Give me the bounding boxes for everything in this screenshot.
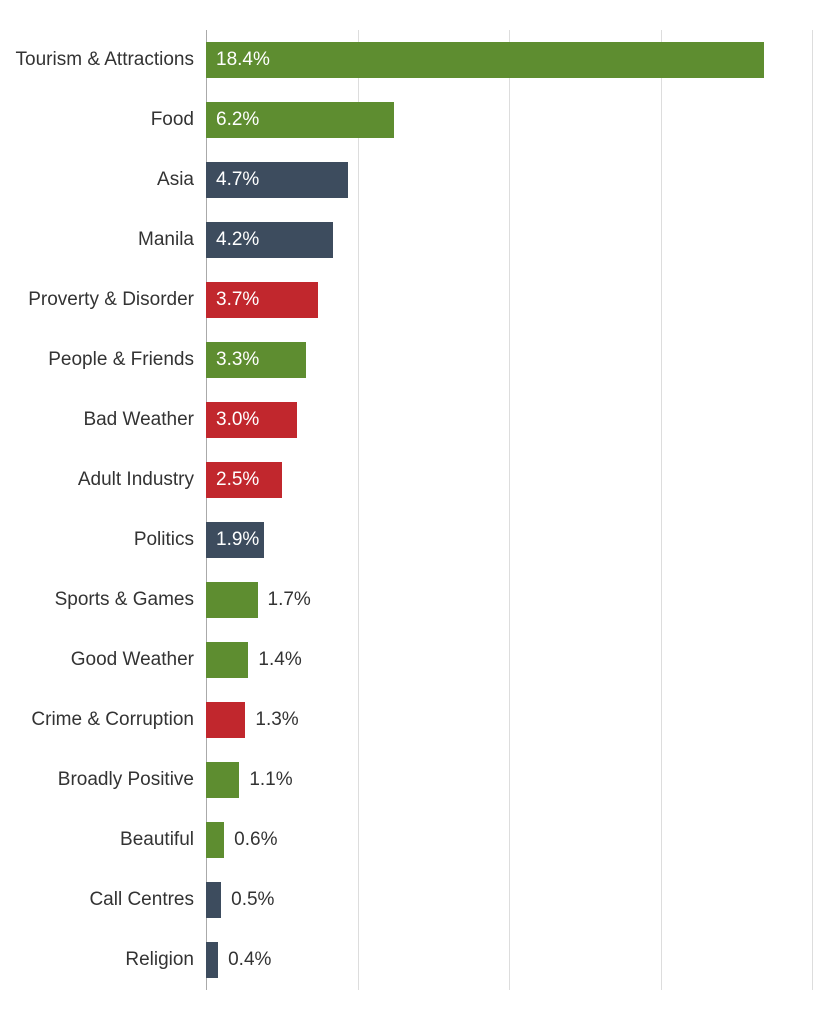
bar-container: 1.4% [206,642,812,678]
bar-value-label: 4.7% [216,169,259,191]
bar-row: Call Centres 0.5% [0,870,812,930]
bar-container: 1.9% [206,522,812,558]
bar-container: 1.3% [206,702,812,738]
bar-category-label: Sports & Games [0,589,206,611]
bar-row: Manila 4.2% [0,210,812,270]
bar [206,762,239,798]
bar-row: Proverty & Disorder 3.7% [0,270,812,330]
bar-category-label: Politics [0,529,206,551]
bar-value-label: 0.6% [234,829,277,851]
bar-category-label: Proverty & Disorder [0,289,206,311]
bar [206,882,221,918]
bar-container: 18.4% [206,42,812,78]
bar-container: 4.2% [206,222,812,258]
bar-container: 0.5% [206,882,812,918]
gridline [812,30,813,990]
bar-value-label: 0.5% [231,889,274,911]
bar-container: 2.5% [206,462,812,498]
bar: 2.5% [206,462,282,498]
bar-category-label: Crime & Corruption [0,709,206,731]
bar-value-label: 1.9% [216,529,259,551]
bar [206,702,245,738]
bar-row: Tourism & Attractions 18.4% [0,30,812,90]
bar: 4.7% [206,162,348,198]
bar-value-label: 2.5% [216,469,259,491]
bar-row: Sports & Games 1.7% [0,570,812,630]
bar: 6.2% [206,102,394,138]
bar-value-label: 6.2% [216,109,259,131]
bar-category-label: Call Centres [0,889,206,911]
bar: 3.0% [206,402,297,438]
bar-row: Bad Weather 3.0% [0,390,812,450]
bar-value-label: 1.3% [255,709,298,731]
bar-row: Broadly Positive 1.1% [0,750,812,810]
chart-plot-area: Tourism & Attractions 18.4% Food 6.2% Asia 4.… [0,30,812,990]
bar-value-label: 18.4% [216,49,270,71]
bar-container: 3.0% [206,402,812,438]
bar-container: 4.7% [206,162,812,198]
bar: 3.3% [206,342,306,378]
bar-container: 6.2% [206,102,812,138]
bar-category-label: Bad Weather [0,409,206,431]
bar-row: Asia 4.7% [0,150,812,210]
bar-row: People & Friends 3.3% [0,330,812,390]
bar-value-label: 1.7% [268,589,311,611]
bar [206,822,224,858]
bar: 4.2% [206,222,333,258]
bar-row: Good Weather 1.4% [0,630,812,690]
bar-category-label: Adult Industry [0,469,206,491]
bar [206,582,258,618]
bar-category-label: Religion [0,949,206,971]
bar-container: 3.3% [206,342,812,378]
bar-category-label: Broadly Positive [0,769,206,791]
bar-value-label: 4.2% [216,229,259,251]
bar: 3.7% [206,282,318,318]
bar-value-label: 3.7% [216,289,259,311]
horizontal-bar-chart: Tourism & Attractions 18.4% Food 6.2% Asia 4.… [0,0,832,1024]
bar-row: Religion 0.4% [0,930,812,990]
bar-category-label: Beautiful [0,829,206,851]
bar-container: 1.1% [206,762,812,798]
bar-row: Beautiful 0.6% [0,810,812,870]
bar-container: 3.7% [206,282,812,318]
bar-category-label: Food [0,109,206,131]
bar-container: 1.7% [206,582,812,618]
bar: 1.9% [206,522,264,558]
bar [206,642,248,678]
bar-value-label: 1.1% [249,769,292,791]
bar-value-label: 1.4% [258,649,301,671]
bar-row: Adult Industry 2.5% [0,450,812,510]
bar: 18.4% [206,42,764,78]
bar-category-label: Manila [0,229,206,251]
bar-value-label: 3.3% [216,349,259,371]
bar-container: 0.4% [206,942,812,978]
bar-category-label: People & Friends [0,349,206,371]
bar-row: Crime & Corruption 1.3% [0,690,812,750]
bar-row: Politics 1.9% [0,510,812,570]
bar [206,942,218,978]
bar-category-label: Tourism & Attractions [0,49,206,71]
bar-category-label: Asia [0,169,206,191]
bar-value-label: 0.4% [228,949,271,971]
bar-row: Food 6.2% [0,90,812,150]
bar-category-label: Good Weather [0,649,206,671]
bar-value-label: 3.0% [216,409,259,431]
bar-container: 0.6% [206,822,812,858]
